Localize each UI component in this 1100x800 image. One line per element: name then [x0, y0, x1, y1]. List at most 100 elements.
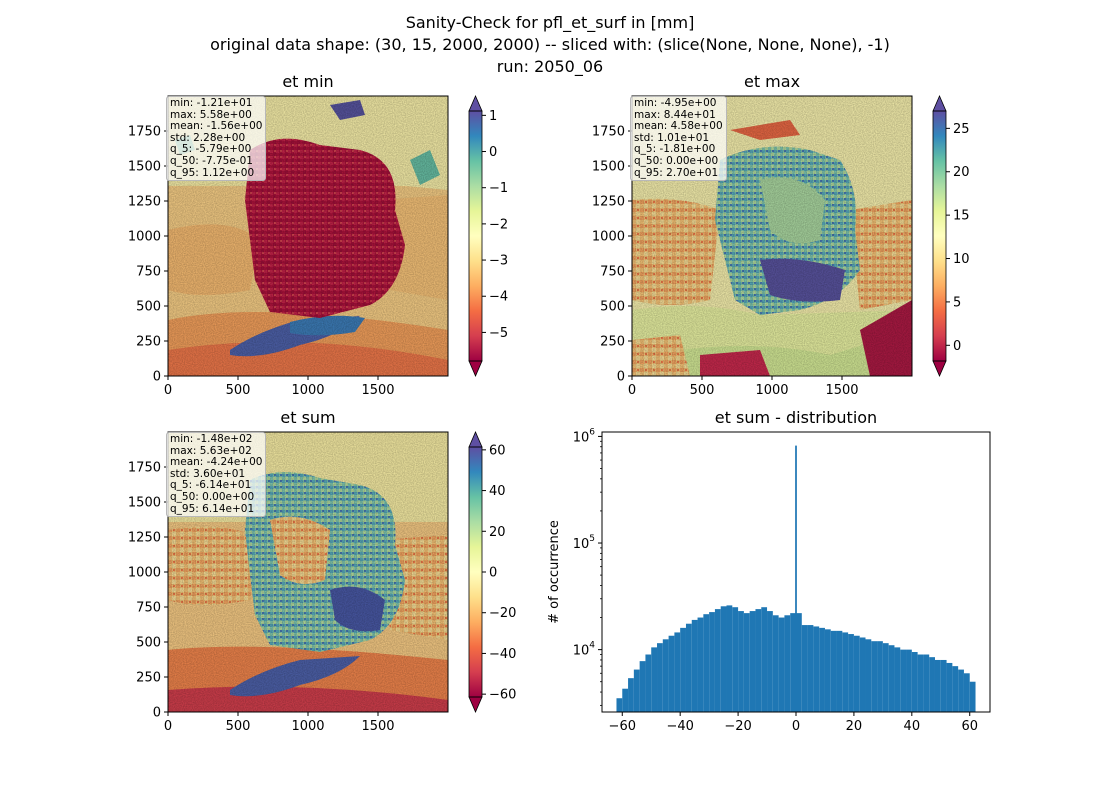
hist-y-tick-label: 105 [573, 534, 595, 552]
hist-x-tick-label: 0 [792, 719, 800, 734]
histogram-bars [616, 445, 976, 712]
stats-line: std: 3.60e+01 [170, 467, 246, 480]
histogram-bar [842, 632, 849, 712]
histogram-bar [882, 643, 889, 712]
histogram-bar [877, 641, 883, 712]
histogram-bar [680, 627, 686, 712]
stats-line: q_5: -1.81e+00 [634, 143, 716, 156]
histogram-bar [685, 623, 692, 712]
stats-line: mean: 4.58e+00 [634, 120, 723, 133]
hist-x-tick-label: 20 [846, 719, 863, 734]
histogram-bar [824, 629, 831, 712]
x-tick-label: 500 [690, 383, 715, 398]
y-tick-label: 1500 [128, 496, 161, 511]
hist-x-tick-label: −60 [609, 719, 636, 734]
colorbar-tick-label: −4 [489, 290, 508, 305]
y-tick-label: 1750 [592, 125, 625, 140]
histogram-bar [940, 659, 947, 712]
stats-line: max: 8.44e+01 [634, 108, 716, 121]
stats-line: std: 1.01e+01 [634, 131, 710, 144]
histogram-bar [952, 666, 959, 712]
stats-line: q_95: 2.70e+01 [634, 166, 719, 179]
histogram-bar [900, 649, 907, 712]
histogram-bar [969, 681, 976, 712]
et-min-stats-box: min: -1.21e+01 max: 5.58e+00 mean: -1.56e+… [166, 96, 267, 182]
y-tick-label: 500 [136, 300, 161, 315]
colorbar-extend-min [468, 696, 483, 714]
hist-x-tick-label: −20 [724, 719, 751, 734]
histogram-bar [651, 647, 658, 712]
histogram-bar [755, 609, 762, 712]
y-tick-label: 1250 [592, 195, 625, 210]
y-tick-label: 1250 [128, 531, 161, 546]
histogram-bar [628, 678, 634, 712]
histogram-bar [767, 611, 773, 712]
x-tick-label: 500 [226, 719, 251, 734]
figure-title-line-3: run: 2050_06 [496, 57, 604, 76]
histogram-bar [819, 627, 825, 712]
y-tick-label: 500 [600, 300, 625, 315]
colorbar-tick-label: −5 [489, 326, 508, 341]
histogram-bar [923, 654, 930, 712]
histogram-bar [616, 698, 623, 712]
et-max-stats-box: min: -4.95e+00 max: 8.44e+01 mean: 4.58e+0… [630, 96, 727, 182]
histogram-bar [761, 607, 768, 712]
y-tick-label: 0 [153, 370, 161, 385]
histogram-bar [836, 630, 843, 712]
histogram-bar [645, 654, 652, 712]
histogram-bar [662, 639, 669, 712]
hist-x-tick-label: 60 [961, 719, 978, 734]
stats-line: min: -1.48e+02 [170, 433, 253, 445]
histogram-bar [963, 673, 970, 712]
colorbar-extend-max [468, 94, 483, 112]
hist-x-tick-label: 40 [904, 719, 921, 734]
y-tick-label: 750 [136, 265, 161, 280]
stats-line: mean: -1.56e+00 [170, 120, 263, 133]
stats-line: q_50: 0.00e+00 [634, 154, 719, 167]
histogram-bar [720, 606, 727, 712]
histogram-bar [859, 637, 866, 712]
y-tick-label: 0 [617, 370, 625, 385]
colorbar-tick-label: 0 [953, 339, 961, 354]
et-max-title: et max [743, 72, 801, 91]
histogram-bar [888, 645, 895, 712]
hist-y-tick-label: 106 [573, 427, 596, 445]
colorbar-tick-label: 0 [489, 566, 497, 581]
hist-x-tick-label: −40 [666, 719, 693, 734]
x-tick-label: 1500 [361, 383, 394, 398]
hist-y-tick-label: 104 [573, 641, 596, 659]
colorbar-tick-label: −40 [489, 647, 516, 662]
y-tick-label: 250 [600, 335, 625, 350]
et-sum-stats-box: min: -1.48e+02 max: 5.63e+02 mean: -4.24e+… [166, 432, 267, 518]
stats-line: q_5: -6.14e+01 [170, 479, 252, 492]
hist-y-axis-label: # of occurrence [547, 520, 562, 624]
stats-line: q_50: 0.00e+00 [170, 490, 255, 503]
histogram-bar [790, 613, 796, 712]
histogram-bar [848, 634, 854, 712]
histogram-bar [749, 611, 756, 712]
x-tick-label: 1500 [825, 383, 858, 398]
histogram-bar [917, 654, 924, 712]
histogram-bar [796, 613, 802, 712]
histogram-bar [894, 647, 901, 712]
colorbar-extend-min [468, 360, 483, 378]
colorbar-tick-label: 60 [489, 443, 506, 458]
colorbar-gradient [933, 111, 946, 361]
et-sum-title: et sum [280, 408, 336, 427]
colorbar-frame [468, 110, 483, 362]
histogram-bar [958, 669, 964, 712]
colorbar-tick-label: 1 [489, 109, 497, 124]
y-tick-label: 1750 [128, 125, 161, 140]
stats-line: max: 5.58e+00 [170, 108, 252, 121]
colorbar-tick-label: 40 [489, 484, 506, 499]
colorbar-tick-label: −2 [489, 217, 508, 232]
histogram-bar [946, 662, 953, 712]
colorbar-tick-label: 5 [953, 295, 961, 310]
colorbar-tick-label: 0 [489, 145, 497, 160]
stats-line: q_95: 6.14e+01 [170, 502, 255, 515]
y-tick-label: 1250 [128, 195, 161, 210]
et-min-title: et min [282, 72, 334, 91]
colorbar-tick-label: −60 [489, 688, 516, 703]
x-tick-label: 1000 [291, 383, 324, 398]
